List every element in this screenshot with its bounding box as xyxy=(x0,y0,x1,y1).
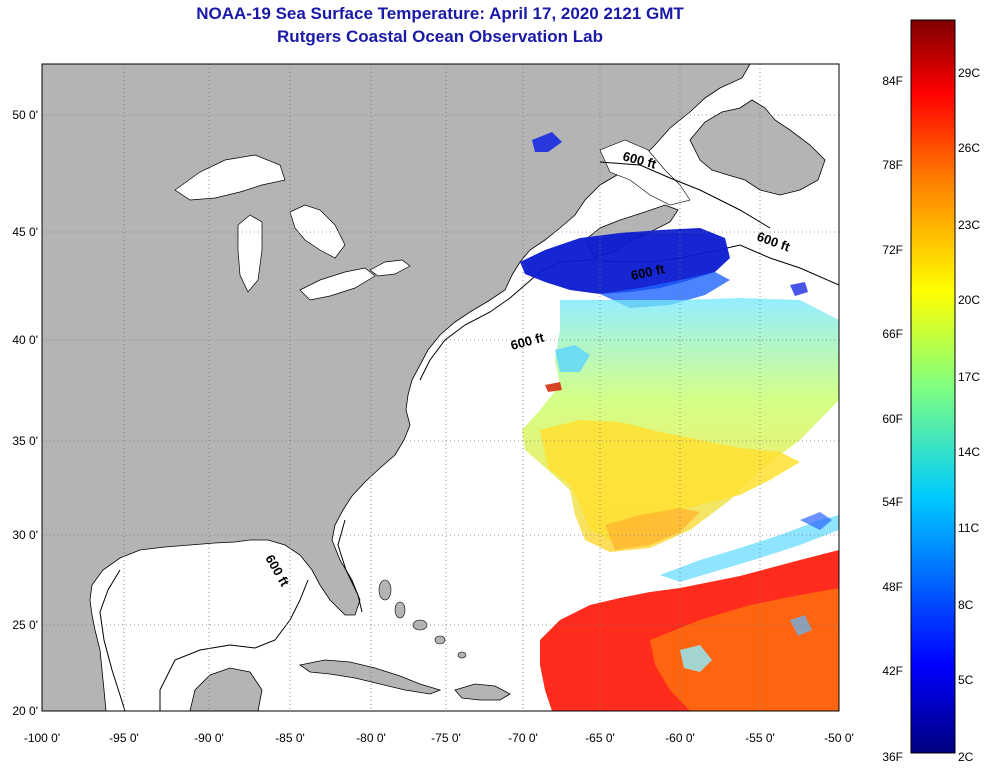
colorbar-f-label: 84F xyxy=(882,74,903,88)
colorbar-f-label: 42F xyxy=(882,664,903,678)
latitude-labels: 50 0' 45 0' 40 0' 35 0' 30 0' 25 0' 20 0' xyxy=(12,108,38,718)
sst-cold-band xyxy=(520,228,730,294)
longitude-labels: -100 0' -95 0' -90 0' -85 0' -80 0' -75 0' -70… xyxy=(24,731,854,745)
colorbar-f-label: 48F xyxy=(882,580,903,594)
latitude-label: 30 0' xyxy=(12,528,38,542)
colorbar-c-label: 23C xyxy=(958,218,980,232)
map-subtitle: Rutgers Coastal Ocean Observation Lab xyxy=(277,27,603,46)
longitude-label: -75 0' xyxy=(431,731,461,745)
colorbar-f-label: 60F xyxy=(882,412,903,426)
longitude-label: -70 0' xyxy=(508,731,538,745)
land-bahamas xyxy=(378,579,467,659)
latitude-label: 50 0' xyxy=(12,108,38,122)
contour-label: 600 ft xyxy=(630,261,667,283)
latitude-label: 45 0' xyxy=(12,225,38,239)
longitude-label: -95 0' xyxy=(109,731,139,745)
map-title: NOAA-19 Sea Surface Temperature: April 1… xyxy=(196,4,684,23)
colorbar-c-label: 29C xyxy=(958,66,980,80)
map-frame xyxy=(41,63,840,712)
longitude-label: -80 0' xyxy=(356,731,386,745)
colorbar-c-label: 20C xyxy=(958,293,980,307)
land-cuba xyxy=(299,659,442,695)
colorbar-f-label: 36F xyxy=(882,750,903,764)
colorbar-c-label: 14C xyxy=(958,445,980,459)
colorbar-c-label: 26C xyxy=(958,141,980,155)
latitude-label: 25 0' xyxy=(12,618,38,632)
colorbar-f-label: 72F xyxy=(882,243,903,257)
longitude-label: -60 0' xyxy=(665,731,695,745)
colorbar-c-label: 5C xyxy=(958,673,974,687)
land-newfoundland xyxy=(689,99,826,196)
colorbar-f-label: 66F xyxy=(882,327,903,341)
colorbar-c-label: 17C xyxy=(958,370,980,384)
colorbar-f-label: 54F xyxy=(882,495,903,509)
land-hispaniola xyxy=(454,683,511,701)
colorbar-fahrenheit-labels: 84F 78F 72F 66F 60F 54F 48F 42F 36F xyxy=(882,74,903,764)
colorbar-celsius-labels: 29C 26C 23C 20C 17C 14C 11C 8C 5C 2C xyxy=(958,66,980,764)
latitude-label: 20 0' xyxy=(12,704,38,718)
colorbar-f-label: 78F xyxy=(882,158,903,172)
colorbar-c-label: 2C xyxy=(958,750,974,764)
latitude-label: 40 0' xyxy=(12,333,38,347)
longitude-label: -65 0' xyxy=(585,731,615,745)
colorbar-c-label: 11C xyxy=(958,521,979,535)
longitude-label: -50 0' xyxy=(824,731,854,745)
land-north-america xyxy=(42,64,751,711)
colorbar-c-label: 8C xyxy=(958,598,974,612)
longitude-label: -55 0' xyxy=(745,731,775,745)
longitude-label: -100 0' xyxy=(24,731,60,745)
longitude-label: -85 0' xyxy=(275,731,305,745)
latitude-label: 35 0' xyxy=(12,434,38,448)
land-yucatan xyxy=(189,667,263,711)
longitude-label: -90 0' xyxy=(194,731,224,745)
great-lakes xyxy=(174,154,411,301)
colorbar xyxy=(910,19,956,754)
